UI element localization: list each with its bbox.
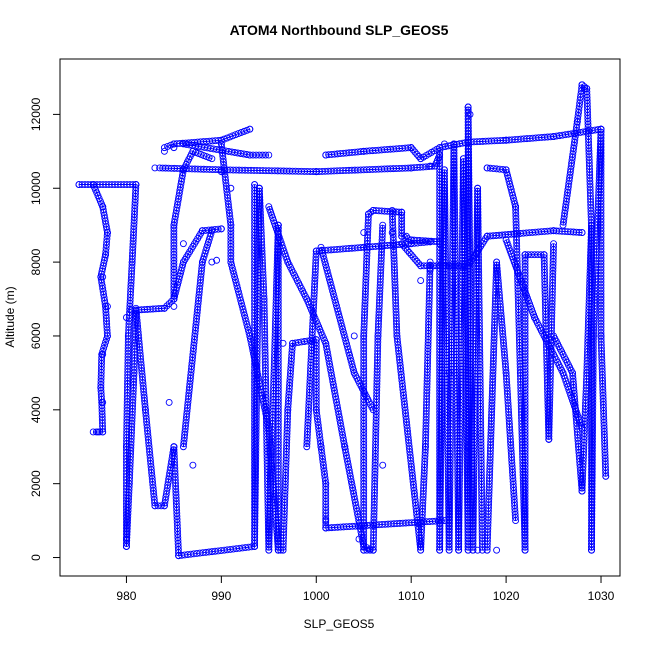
chart-title: ATOM4 Northbound SLP_GEOS5 <box>230 22 449 38</box>
data-point <box>101 341 109 349</box>
data-point <box>160 144 168 152</box>
data-point <box>262 151 270 159</box>
data-point <box>208 227 216 235</box>
data-point <box>164 142 172 150</box>
data-point <box>103 335 110 343</box>
plot-area <box>75 81 610 560</box>
data-point <box>265 151 273 159</box>
data-point <box>102 338 110 346</box>
data-point <box>89 428 97 436</box>
data-point <box>207 230 215 238</box>
data-point <box>163 302 171 310</box>
trajectory-line <box>178 545 255 557</box>
series-0 <box>75 81 610 560</box>
data-point <box>208 155 216 163</box>
data-point <box>104 332 111 340</box>
data-point <box>214 225 222 233</box>
